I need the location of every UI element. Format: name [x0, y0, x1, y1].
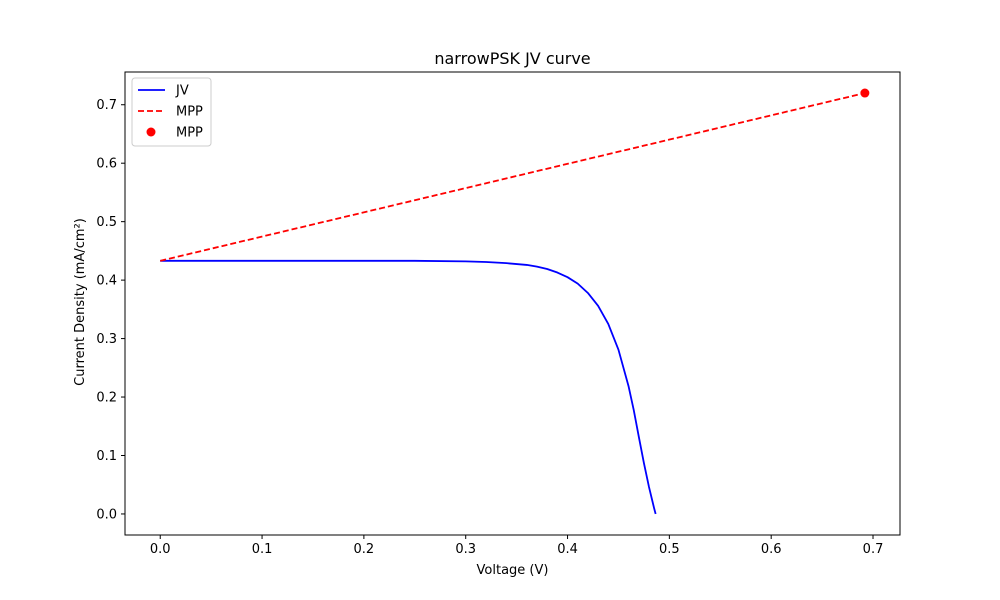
y-tick-label: 0.6 [96, 157, 117, 172]
chart-title: narrowPSK JV curve [434, 49, 590, 68]
x-tick-label: 0.0 [150, 542, 171, 557]
y-tick-label: 0.2 [96, 391, 117, 406]
x-tick-label: 0.4 [557, 542, 578, 557]
plot-layer: 0.0 0.1 0.2 0.3 0.4 0.5 0.6 0.7 0.0 0.1 0.2 0.3 0.4 0… [96, 71, 901, 557]
y-tick-label: 0.1 [96, 449, 117, 464]
x-tick-label: 0.3 [455, 542, 476, 557]
x-tick-label: 0.2 [354, 542, 375, 557]
x-axis-label: Voltage (V) [477, 563, 549, 578]
y-axis-label: Current Density (mA/cm²) [73, 218, 88, 386]
jv-curve-line [160, 259, 657, 515]
legend: JV MPP MPP [131, 77, 212, 147]
x-tick-label: 0.6 [761, 542, 782, 557]
x-tick-label: 0.1 [252, 542, 273, 557]
mpp-line [160, 92, 866, 262]
legend-label: JV [175, 84, 189, 99]
y-tick-label: 0.4 [96, 274, 117, 289]
x-tick-label: 0.5 [659, 542, 680, 557]
legend-label: MPP [176, 126, 203, 141]
legend-label: MPP [176, 105, 203, 120]
mpp-marker-point [860, 88, 870, 98]
axes-frame [124, 71, 901, 536]
x-tick-label: 0.7 [863, 542, 884, 557]
y-tick-label: 0.0 [96, 507, 117, 522]
y-tick-label: 0.5 [96, 215, 117, 230]
y-tick-label: 0.7 [96, 98, 117, 113]
legend-marker-swatch [146, 127, 156, 137]
y-tick-label: 0.3 [96, 332, 117, 347]
